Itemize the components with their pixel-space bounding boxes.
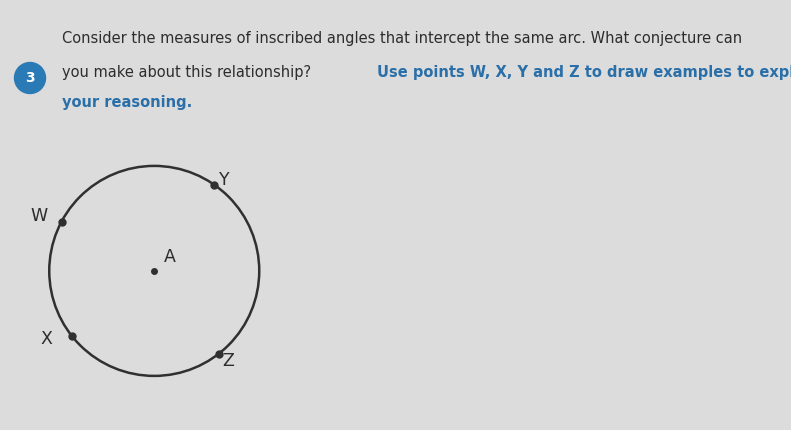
Text: A: A bbox=[165, 248, 176, 266]
Text: Use points W, X, Y and Z to draw examples to explain: Use points W, X, Y and Z to draw example… bbox=[377, 64, 791, 80]
Circle shape bbox=[14, 62, 46, 93]
Text: X: X bbox=[40, 330, 52, 348]
Text: Z: Z bbox=[222, 352, 234, 370]
Text: you make about this relationship?: you make about this relationship? bbox=[62, 64, 316, 80]
Text: Y: Y bbox=[218, 171, 229, 189]
Text: your reasoning.: your reasoning. bbox=[62, 95, 192, 111]
Text: Consider the measures of inscribed angles that intercept the same arc. What conj: Consider the measures of inscribed angle… bbox=[62, 31, 742, 46]
Text: 3: 3 bbox=[25, 71, 35, 85]
Text: W: W bbox=[31, 207, 48, 225]
